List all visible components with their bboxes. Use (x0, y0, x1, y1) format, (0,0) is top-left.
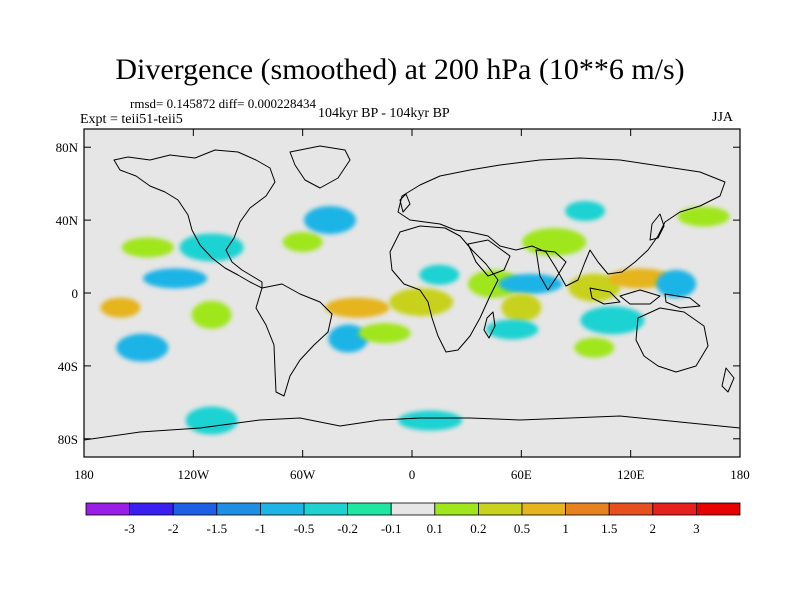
anomaly-region (419, 264, 460, 285)
colorbar-label: 1.5 (601, 521, 617, 536)
colorbar-swatch (259, 502, 305, 516)
anomaly-region (121, 237, 174, 258)
anomaly-region (325, 297, 390, 318)
anomaly-region (607, 268, 672, 289)
colorbar-swatch (521, 502, 566, 516)
colorbar-swatch (696, 502, 741, 516)
colorbar-label: 0.2 (470, 521, 486, 536)
anomaly-region (185, 406, 238, 435)
anomaly-region (574, 337, 615, 358)
y-tick-label: 40S (58, 359, 78, 374)
anomaly-region (100, 297, 141, 318)
colorbar-label: 3 (693, 521, 700, 536)
colorbar-swatch (129, 502, 174, 516)
anomaly-fields (100, 201, 730, 435)
anomaly-region (143, 268, 208, 289)
colorbar-label: -0.5 (294, 521, 315, 536)
x-axis: 180 120W 60W 0 60E 120E 180 (74, 129, 750, 482)
stats-label: rmsd= 0.145872 diff= 0.000228434 (130, 96, 316, 111)
x-tick-label: 180 (74, 467, 94, 482)
colorbar-label: -0.2 (337, 521, 358, 536)
x-tick-label: 0 (409, 467, 416, 482)
season-label: JJA (712, 110, 734, 125)
colorbar-label: 1 (562, 521, 569, 536)
x-tick-label: 120E (617, 467, 645, 482)
anomaly-region (389, 288, 454, 317)
colorbar-label: -1.5 (207, 521, 228, 536)
colorbar-swatch (652, 502, 697, 516)
anomaly-region (656, 269, 697, 298)
anomaly-region (468, 269, 520, 298)
x-tick-label: 180 (730, 467, 750, 482)
anomaly-region (179, 233, 244, 262)
anomaly-region (498, 273, 563, 294)
colorbar-label: -0.1 (381, 521, 402, 536)
colorbar-label: -3 (124, 521, 135, 536)
period-label: 104kyr BP - 104kyr BP (318, 106, 450, 121)
y-tick-label: 0 (72, 286, 79, 301)
colorbar-label: -2 (168, 521, 179, 536)
colorbar-label: 0.5 (514, 521, 530, 536)
chart-title: Divergence (smoothed) at 200 hPa (10**6 … (115, 53, 685, 86)
anomaly-region (501, 293, 542, 322)
colorbar-swatch (565, 502, 610, 516)
anomaly-region (282, 231, 323, 252)
anomaly-region (191, 300, 232, 329)
colorbar-swatch (85, 502, 130, 516)
anomaly-region (398, 410, 463, 431)
anomaly-region (304, 206, 356, 235)
colorbar-label: 0.1 (427, 521, 443, 536)
y-tick-label: 80N (56, 140, 79, 155)
anomaly-region (580, 306, 645, 335)
colorbar-swatch (216, 502, 261, 516)
colorbar-swatch (303, 502, 348, 516)
colorbar: -3 -2 -1.5 -1 -0.5 -0.2 -0.1 0.1 0.2 0.5 1 1.5 2 3 (85, 502, 741, 536)
anomaly-region (565, 201, 606, 221)
coastlines (84, 145, 740, 441)
colorbar-label: -1 (255, 521, 266, 536)
experiment-label: Expt = teii51-teii5 (80, 112, 183, 127)
x-tick-label: 120W (177, 467, 210, 482)
colorbar-swatch (434, 502, 479, 516)
y-tick-label: 40N (56, 213, 79, 228)
anomaly-region (568, 273, 621, 302)
anomaly-region (358, 323, 411, 344)
anomaly-region (486, 319, 539, 340)
y-axis: 80N 40N 0 40S 80S (56, 140, 740, 447)
x-tick-label: 60W (290, 467, 316, 482)
colorbar-swatch (390, 502, 436, 516)
colorbar-swatch (608, 502, 654, 516)
anomaly-region (677, 206, 730, 227)
anomaly-region (328, 324, 369, 353)
x-tick-label: 60E (511, 467, 532, 482)
y-tick-label: 80S (58, 432, 78, 447)
colorbar-swatch (172, 502, 218, 516)
colorbar-swatch (347, 502, 392, 516)
colorbar-swatch (477, 502, 523, 516)
colorbar-label: 2 (650, 521, 657, 536)
anomaly-region (116, 333, 169, 362)
